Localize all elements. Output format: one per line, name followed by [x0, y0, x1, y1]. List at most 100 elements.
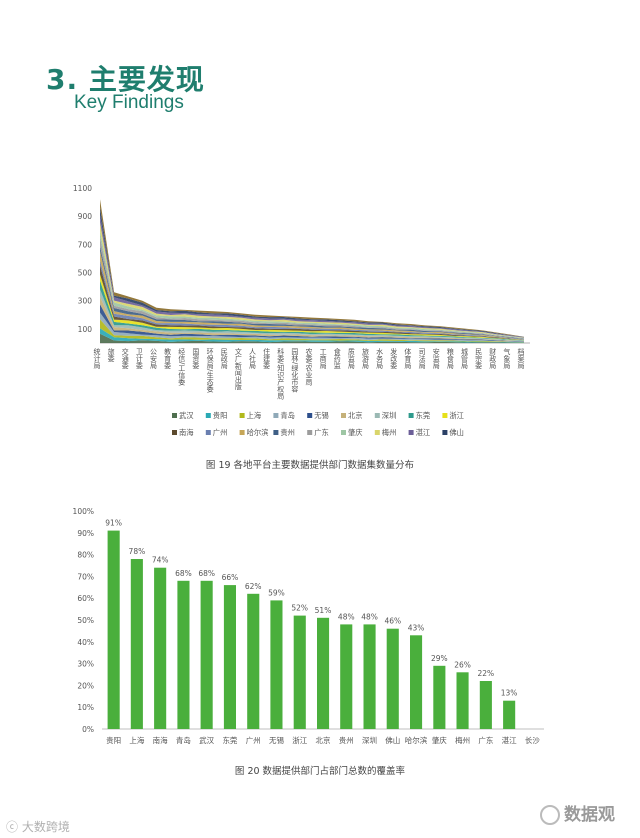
chart1-xtick-label: 旅游局: [362, 347, 370, 370]
chart1-legend-label: 青岛: [280, 411, 295, 420]
chart2-data-label: 52%: [291, 604, 308, 613]
chart2-xtick-label: 长沙: [525, 735, 540, 745]
chart1-ytick-label: 700: [78, 240, 93, 249]
chart1-xtick-label: 农委/农业局: [305, 347, 313, 386]
chart1-legend-swatch: [307, 413, 313, 418]
chart2-bar: [270, 600, 283, 729]
chart1-legend-label: 肇庆: [348, 428, 363, 437]
chart1-legend-swatch: [374, 413, 380, 418]
chart1-legend-label: 北京: [348, 411, 363, 420]
chart1-legend-swatch: [205, 413, 211, 418]
watermark-left: ⓒ 大数跨境: [6, 818, 70, 835]
chart1-xtick-label: 发改委: [390, 347, 398, 369]
chart2-ytick-label: 0%: [82, 725, 94, 734]
chart1-caption: 图 19 各地平台主要数据提供部门数据集数量分布: [206, 459, 414, 471]
chart2-bar: [107, 530, 120, 729]
chart1-legend-label: 东莞: [416, 411, 431, 420]
chart2-xtick-label: 浙江: [292, 735, 307, 745]
chart1-xtick-label: 水务局: [376, 347, 384, 370]
chart1-xtick-label: 文广新闻出版: [234, 347, 242, 391]
chart2-ytick-label: 10%: [77, 703, 94, 712]
chart1-ytick-label: 300: [78, 297, 93, 306]
chart2-data-label: 78%: [129, 547, 146, 556]
chart1-xtick-label: 粮食局: [446, 347, 454, 370]
chart1-legend-swatch: [442, 430, 448, 435]
chart1-xtick-label: 教育委: [164, 347, 172, 369]
chart1-legend-label: 佛山: [449, 428, 464, 437]
chart1-legend-label: 深圳: [382, 411, 397, 420]
chart2-xtick-label: 无锡: [269, 736, 284, 745]
chart2-data-label: 48%: [338, 612, 355, 621]
chart2-ytick-label: 80%: [77, 551, 94, 560]
chart1-legend-swatch: [273, 430, 279, 435]
watermark-left-text: 大数跨境: [21, 820, 70, 834]
chart2-data-label: 68%: [175, 569, 192, 578]
chart2-xtick-label: 贵州: [339, 735, 354, 745]
chart2-bar: [317, 617, 330, 729]
chart2-data-label: 48%: [361, 612, 378, 621]
chart2-xtick-label: 梅州: [455, 735, 470, 745]
chart2-data-label: 46%: [384, 617, 401, 626]
chart2-bar: [340, 624, 353, 729]
chart1-xtick-label: 民政局: [220, 348, 228, 370]
chart1-xtick-label: 旅委: [107, 347, 115, 362]
chart2-bar: [363, 624, 376, 729]
chart1-legend-swatch: [239, 413, 245, 418]
chart2-xtick-label: 北京: [316, 735, 331, 745]
chart1-legend-swatch: [341, 430, 346, 435]
chart1-xtick-label: 司法局: [418, 348, 426, 370]
chart2-ytick-label: 70%: [77, 572, 94, 581]
chart2-bar: [433, 665, 446, 729]
chart1-legend-swatch: [205, 430, 211, 435]
chart1-ytick-label: 900: [78, 212, 93, 221]
chart2-ytick-label: 30%: [77, 660, 94, 669]
chart2-data-label: 43%: [408, 623, 425, 632]
chart2-data-label: 13%: [501, 689, 518, 698]
chart2-ytick-label: 90%: [77, 529, 94, 538]
chart1-legend-swatch: [442, 413, 448, 418]
chart2-bar: [386, 628, 399, 729]
chart1-xtick-label: 体育局: [404, 347, 412, 370]
chart1-xtick-label: 环保局/生态委: [206, 348, 214, 393]
chart1-area-series: [100, 333, 524, 343]
chart1-xtick-label: 园林/绿化市容: [291, 348, 299, 394]
chart1-xtick-label: 卫计委: [135, 348, 143, 369]
chart2-caption: 图 20 数据提供部门占部门总数的覆盖率: [235, 765, 406, 777]
chart2-bar: [293, 615, 306, 729]
chart2-data-label: 22%: [478, 669, 495, 678]
chart2-data-label: 74%: [152, 556, 169, 565]
area-chart-departments: 100 300 500 700 900 1100 统计局 旅委 交通委 卫计委 公安局 教育委 经信/工…: [73, 184, 530, 471]
watermark-right: 数据观: [540, 800, 615, 825]
chart2-bar: [200, 580, 213, 729]
page-title: 3. 主要发现: [46, 63, 205, 96]
page-subtitle: Key Findings: [74, 92, 184, 113]
chart2-xtick-label: 东莞: [222, 735, 237, 745]
chart1-xtick-label: 科委/知识产权局: [277, 347, 285, 400]
chart2-xtick-label: 贵阳: [106, 735, 121, 745]
chart1-legend-swatch: [341, 413, 346, 418]
chart1-xtick-label: 住建委: [263, 347, 271, 369]
chart1-xtick-label: 城管局: [460, 348, 468, 370]
chart2-bar: [456, 672, 469, 729]
chart1-legend-label: 广东: [314, 428, 329, 437]
chart2-bar: [503, 700, 516, 729]
chart1-legend-label: 湛江: [416, 428, 431, 437]
chart1-ytick-label: 500: [78, 269, 93, 278]
chart2-bar: [479, 681, 492, 729]
chart2-bar: [223, 585, 236, 729]
chart1-xtick-label: 经信/工信委: [178, 347, 186, 385]
chart2-ytick-label: 40%: [77, 638, 94, 647]
chart2-ytick-label: 50%: [77, 616, 94, 625]
watermark-right-text: 数据观: [564, 805, 615, 825]
chart1-legend-swatch: [408, 430, 414, 435]
wechat-logo-icon: [540, 805, 560, 825]
chart2-data-label: 68%: [198, 569, 215, 578]
chart2-data-label: 59%: [268, 588, 285, 597]
chart1-legend-label: 贵阳: [213, 411, 228, 420]
chart2-data-label: 51%: [315, 606, 332, 615]
chart1-legend-swatch: [239, 430, 245, 435]
chart2-xtick-label: 广东: [478, 735, 493, 745]
chart1-xtick-label: 工商局: [319, 348, 327, 370]
chart1-legend-label: 哈尔滨: [247, 428, 270, 437]
chart2-data-label: 91%: [105, 519, 122, 528]
